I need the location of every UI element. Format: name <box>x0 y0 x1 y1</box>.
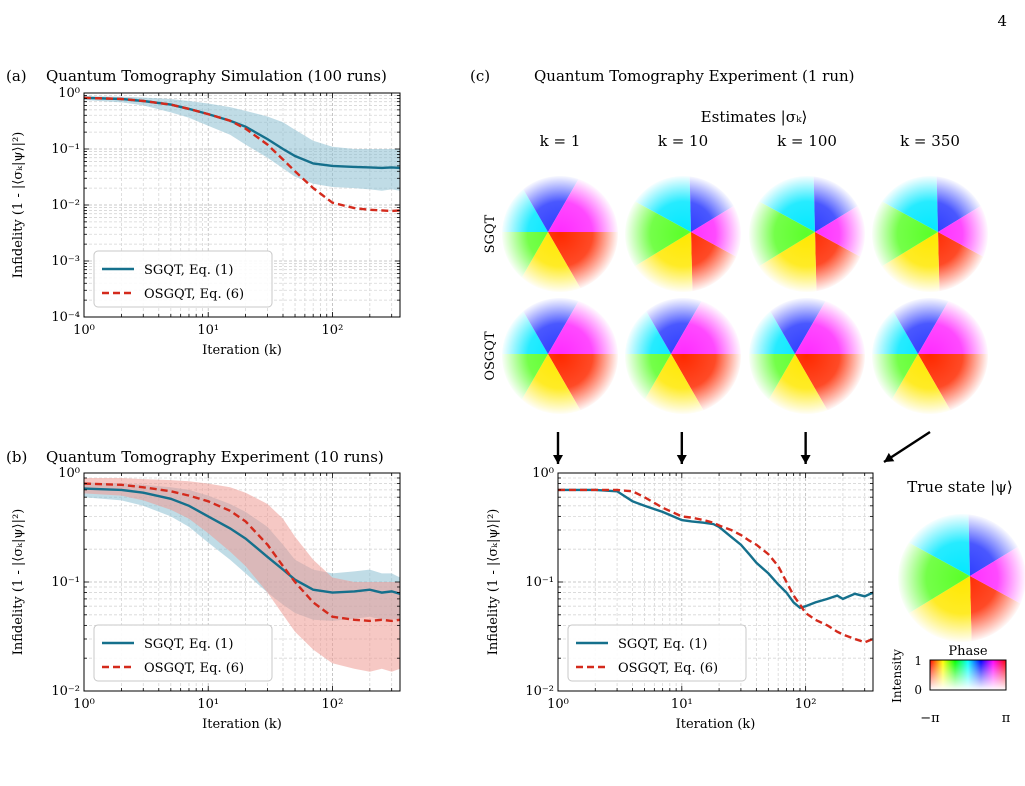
plot-b-ytick-label: 10⁻¹ <box>51 575 80 590</box>
k-label: k = 10 <box>658 132 708 150</box>
intensity-fade <box>501 297 619 415</box>
plot-b-legend-label: SGQT, Eq. (1) <box>144 637 233 652</box>
row-labels: SGQT OSGQT <box>483 214 498 380</box>
plot-a-ytick-label: 10⁰ <box>58 86 80 101</box>
plot-b-line-osgqt <box>83 482 401 623</box>
plot-c-ytick-label: 10⁰ <box>532 466 554 481</box>
plot-b-ylabel: Infidelity (1 - |⟨σₖ|ψ⟩|²) <box>11 509 26 656</box>
plot-b-legend-box <box>93 624 273 682</box>
row-label: SGQT <box>483 214 498 253</box>
plot-c-legend: SGQT, Eq. (1) OSGQT, Eq. (6) <box>567 624 747 682</box>
plot-c-xtick-label: 10⁰ <box>547 697 569 712</box>
plot-a-band-sgqt <box>84 96 400 191</box>
intensity-fade <box>748 297 866 415</box>
plot-b-line-sgqt <box>83 487 401 595</box>
plot-a: 10⁰ 10¹ 10² 10⁰ 10⁻¹ 10⁻² 10⁻³ 10⁻⁴ Iteration (k… <box>11 86 401 358</box>
intensity-fade <box>871 297 989 415</box>
intensity-fade <box>624 297 742 415</box>
page-number: 4 <box>997 12 1007 30</box>
plot-c-xtick-label: 10¹ <box>671 697 693 712</box>
plot-a-legend-box <box>93 250 273 308</box>
panel-b-title: Quantum Tomography Experiment (10 runs) <box>46 448 384 466</box>
plot-b-legend-label: OSGQT, Eq. (6) <box>144 661 244 676</box>
osgqt-estimate-2 <box>748 297 866 415</box>
colorbar-ytick-bottom: 0 <box>914 683 922 697</box>
plot-c-ytick-label: 10⁻¹ <box>525 575 554 590</box>
panel-c-label: (c) <box>470 67 490 85</box>
colorbar-ylabel: Intensity <box>890 649 904 703</box>
plot-a-xtick-label: 10⁰ <box>73 323 95 338</box>
plot-a-ytick-label: 10⁻³ <box>51 254 80 269</box>
intensity-fade <box>871 175 989 293</box>
k-label: k = 350 <box>900 132 960 150</box>
plot-b-xtick-label: 10¹ <box>197 697 219 712</box>
plot-a-ytick-label: 10⁻² <box>51 198 80 213</box>
panel-b-label: (b) <box>6 448 27 466</box>
sgqt-estimate-2 <box>748 175 866 293</box>
panel-c-title: Quantum Tomography Experiment (1 run) <box>534 67 855 85</box>
plot-c-ylabel: Infidelity (1 - |⟨σₖ|ψ⟩|²) <box>486 509 501 656</box>
plot-b-band-osgqt <box>84 478 400 672</box>
plot-a-xlabel: Iteration (k) <box>202 343 282 358</box>
plot-c-xtick-label: 10² <box>795 697 817 712</box>
plot-a-ytick-label: 10⁻¹ <box>51 142 80 157</box>
arrow-head <box>884 452 895 462</box>
plot-b: 10⁰ 10¹ 10² 10⁰ 10⁻¹ 10⁻² Iteration (k) Infidel… <box>11 466 401 732</box>
plot-c: 10⁰ 10¹ 10² 10⁰ 10⁻¹ 10⁻² Iteration (k) Infidel… <box>486 466 874 732</box>
colorbar-ytick-top: 1 <box>914 654 922 668</box>
sgqt-estimate-3 <box>871 175 989 293</box>
plot-c-legend-label: OSGQT, Eq. (6) <box>618 661 718 676</box>
arrow-shaft <box>883 430 931 464</box>
phase-colorbar: Phase 1 0 −π π Intensity <box>890 644 1011 726</box>
colorbar-xtick-right: π <box>1002 711 1011 726</box>
plot-b-legend: SGQT, Eq. (1) OSGQT, Eq. (6) <box>93 624 273 682</box>
intensity-fade <box>501 175 619 293</box>
colorbar-frame <box>929 659 1007 691</box>
plot-a-ytick-label: 10⁻⁴ <box>51 310 80 325</box>
plot-a-ylabel: Infidelity (1 - |⟨σₖ|ψ⟩|²) <box>11 132 26 279</box>
sgqt-estimate-1 <box>624 175 742 293</box>
plot-a-xtick-label: 10² <box>322 323 344 338</box>
plot-c-line-osgqt <box>558 488 874 644</box>
state-maps <box>501 175 1025 643</box>
estimates-header: Estimates |σₖ⟩ <box>701 108 808 126</box>
k-labels: k = 1 k = 10 k = 100 k = 350 <box>540 132 960 150</box>
plot-a-legend-label: SGQT, Eq. (1) <box>144 263 233 278</box>
arrow-head <box>676 455 687 464</box>
plot-b-xtick-label: 10⁰ <box>73 697 95 712</box>
plot-c-line-sgqt <box>558 488 874 610</box>
arrow-head <box>800 455 811 464</box>
plot-a-line-osgqt <box>83 96 401 213</box>
intensity-gradient <box>930 660 1006 690</box>
plot-b-xlabel: Iteration (k) <box>202 717 282 732</box>
arrows <box>553 430 931 464</box>
row-label: OSGQT <box>483 331 498 381</box>
plot-c-legend-box <box>567 624 747 682</box>
plot-c-ytick-label: 10⁻² <box>525 684 554 699</box>
intensity-fade <box>897 513 1025 643</box>
plot-c-legend-label: SGQT, Eq. (1) <box>618 637 707 652</box>
panel-a-title: Quantum Tomography Simulation (100 runs) <box>46 67 387 85</box>
plot-a-legend-label: OSGQT, Eq. (6) <box>144 287 244 302</box>
colorbar-title: Phase <box>948 644 988 659</box>
plot-a-legend: SGQT, Eq. (1) OSGQT, Eq. (6) <box>93 250 273 308</box>
panel-a-label: (a) <box>6 67 27 85</box>
plot-a-xtick-label: 10¹ <box>197 323 219 338</box>
arrow-head <box>553 455 563 464</box>
k-label: k = 100 <box>777 132 837 150</box>
true-state-label: True state |ψ⟩ <box>907 478 1013 496</box>
plot-b-xtick-label: 10² <box>322 697 344 712</box>
plot-b-ytick-label: 10⁻² <box>51 684 80 699</box>
intensity-fade <box>624 175 742 293</box>
intensity-fade <box>748 175 866 293</box>
k-label: k = 1 <box>540 132 581 150</box>
plot-c-xlabel: Iteration (k) <box>676 717 756 732</box>
colorbar-xtick-left: −π <box>920 711 940 726</box>
plot-b-ytick-label: 10⁰ <box>58 466 80 481</box>
